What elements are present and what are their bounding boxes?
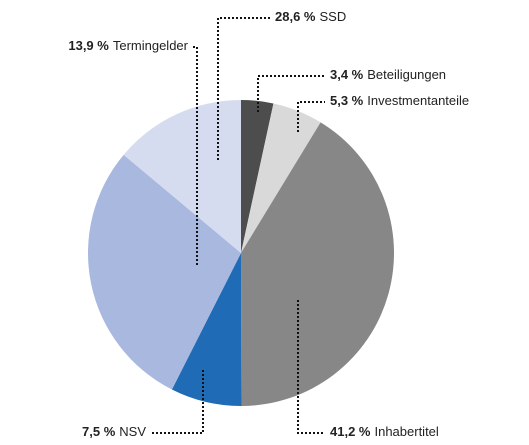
slice-label: 28,6 % SSD xyxy=(275,9,346,24)
pie-slice xyxy=(241,122,394,406)
leader-line xyxy=(152,370,204,434)
slice-label: 7,5 % NSV xyxy=(82,424,146,439)
value-label: 3,4 % xyxy=(330,67,364,82)
leader-line xyxy=(297,101,325,132)
category-label: NSV xyxy=(119,424,146,439)
pie-slice xyxy=(241,100,274,253)
pie-slice xyxy=(171,253,242,406)
category-label: Termingelder xyxy=(113,38,189,53)
pie-slice xyxy=(123,100,241,253)
leader-line xyxy=(297,300,325,434)
slice-label: 5,3 % Investmentanteile xyxy=(330,93,469,108)
value-label: 13,9 % xyxy=(68,38,109,53)
value-label: 28,6 % xyxy=(275,9,316,24)
slice-label: 41,2 % Inhabertitel xyxy=(330,424,439,439)
pie-slice xyxy=(87,154,241,390)
value-label: 7,5 % xyxy=(82,424,116,439)
leader-line xyxy=(257,75,325,112)
category-label: SSD xyxy=(319,9,346,24)
value-label: 41,2 % xyxy=(330,424,371,439)
pie-slice xyxy=(241,103,321,253)
value-label: 5,3 % xyxy=(330,93,364,108)
leader-line xyxy=(217,17,270,160)
category-label: Investmentanteile xyxy=(367,93,469,108)
slice-label: 13,9 % Termingelder xyxy=(68,38,188,53)
category-label: Inhabertitel xyxy=(374,424,438,439)
slice-label: 3,4 % Beteiligungen xyxy=(330,67,446,82)
leader-line xyxy=(192,46,198,265)
category-label: Beteiligungen xyxy=(367,67,446,82)
